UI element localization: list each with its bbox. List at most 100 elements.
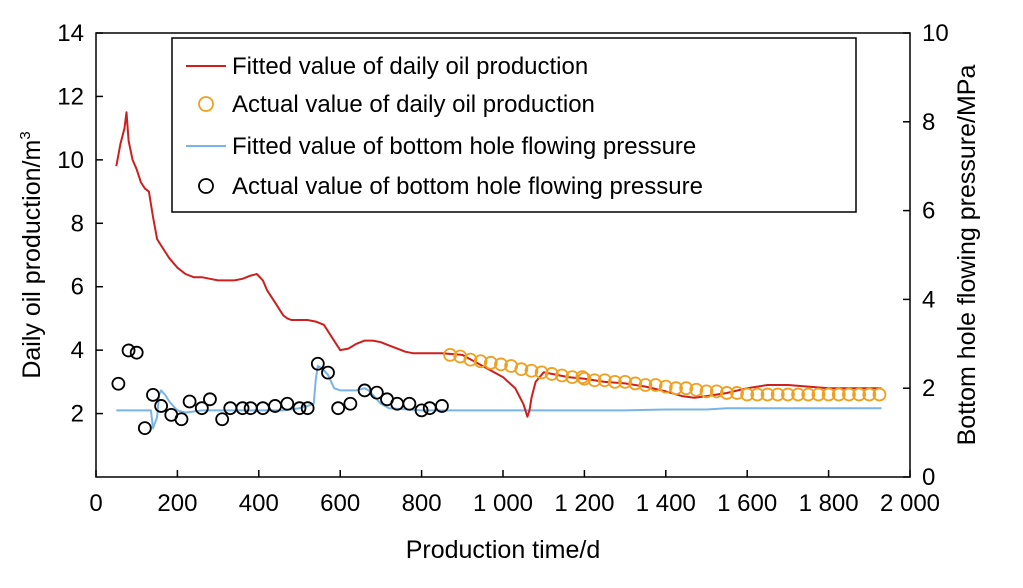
legend: Fitted value of daily oil production Actu… [171,37,857,213]
series-4-point [343,396,358,411]
x-tick-label: 1 600 [717,490,777,517]
x-tick-label: 1 400 [636,490,696,517]
y-left-tick-label: 2 [71,401,84,428]
x-tick-label: 0 [89,490,102,517]
y-left-tick-label: 10 [57,147,84,174]
x-axis-title: Production time/d [406,536,601,564]
series-4-point [331,401,346,416]
series-2-point [669,381,683,396]
series-2-point [679,381,694,396]
series-4-point [243,401,258,416]
x-tick-label: 800 [402,490,442,517]
series-2-point [443,347,457,362]
series-4-point [435,399,449,413]
series-4-point [174,412,189,427]
legend-label: Actual value of daily oil production [232,91,595,118]
series-2-point [534,365,549,380]
x-tick-label: 1 000 [473,490,533,517]
series-4 [111,343,449,436]
x-tick-label: 400 [239,490,279,517]
series-2-point [801,387,816,402]
series-2-point [648,378,663,392]
series-4-point [121,343,136,358]
series-2-point [872,387,887,402]
series-4-point [369,385,384,400]
series-2-point [524,363,539,378]
series-2-point [709,384,724,399]
series-4-point [137,421,152,436]
series-2-point [719,386,734,400]
legend-label: Fitted value of daily oil production [232,53,588,80]
legend-item: Actual value of bottom hole flowing pres… [198,173,703,200]
series-2-point [658,379,673,394]
series-4-point [280,396,295,411]
series-2-point [618,374,632,389]
series-2-point [750,387,765,402]
legend-item: Fitted value of daily oil production [186,53,588,80]
legend-box [171,37,857,213]
series-4-point [194,401,209,416]
series-4-point [402,396,417,411]
series-4-point [215,412,230,427]
y-axis-left-title-main: Daily oil production/m [18,140,46,379]
series-2-point [740,387,755,402]
series-4-point [182,394,197,409]
series-4-point [310,356,325,371]
x-tick-label: 200 [157,490,197,517]
series-2-point [494,357,508,372]
legend-point-marker [198,178,214,194]
series-2-point [730,386,744,400]
series-2-point [544,367,559,381]
series-2-point [781,387,795,402]
y-right-tick-label: 2 [922,375,935,402]
series-2-point [852,387,867,402]
y-left-tick-label: 14 [57,20,84,47]
y-axis-right-title: Bottom hole flowing pressure/MPa [953,65,981,446]
series-2-point [791,387,805,402]
series-4-point [414,403,429,418]
series-2-point [597,373,612,388]
y-right-tick-label: 0 [922,464,935,491]
y-right-tick-label: 10 [922,20,949,47]
series-1 [115,111,882,418]
y-left-tick-label: 8 [71,210,84,237]
series-2-point [587,373,602,388]
legend-point-marker [198,96,214,112]
series-4-point [154,399,169,413]
series-2-point [463,352,478,367]
legend-label: Fitted value of bottom hole flowing pres… [232,133,696,160]
series-4-point [235,401,250,416]
series-2-point [831,387,846,402]
series-4-point [203,392,217,407]
series-4-point [146,387,160,402]
series-4-point [300,401,315,416]
series-4-point [357,383,372,398]
series-2-point [638,378,653,392]
series-layer [111,111,887,436]
x-tick-label: 600 [320,490,360,517]
y-right-tick-label: 4 [922,286,935,313]
series-2-point [821,387,836,402]
series-2-point [760,387,775,402]
series-2-point [608,374,622,389]
y-right-tick-label: 6 [922,198,935,225]
series-2-point [770,387,785,402]
x-tick-label: 1 800 [799,490,859,517]
axes: 0 200 400 600 800 1 000 1 200 1 400 1 600 1 800 2 … [57,20,948,517]
x-tick-label: 1 200 [554,490,614,517]
series-4-point [255,401,270,416]
y-left-tick-label: 6 [71,274,84,301]
legend-label: Actual value of bottom hole flowing pres… [232,173,703,200]
series-2-point [699,384,714,399]
series-2-point [483,355,498,370]
x-tick-label: 2 000 [880,490,940,517]
series-2-point [862,387,877,402]
series-2-point [689,382,704,397]
y-right-tick-label: 8 [922,109,935,136]
series-2-point [473,354,488,369]
series-2-point [842,387,856,402]
series-4-point [129,345,144,360]
series-1-line [115,111,882,418]
series-4-point [111,376,126,391]
